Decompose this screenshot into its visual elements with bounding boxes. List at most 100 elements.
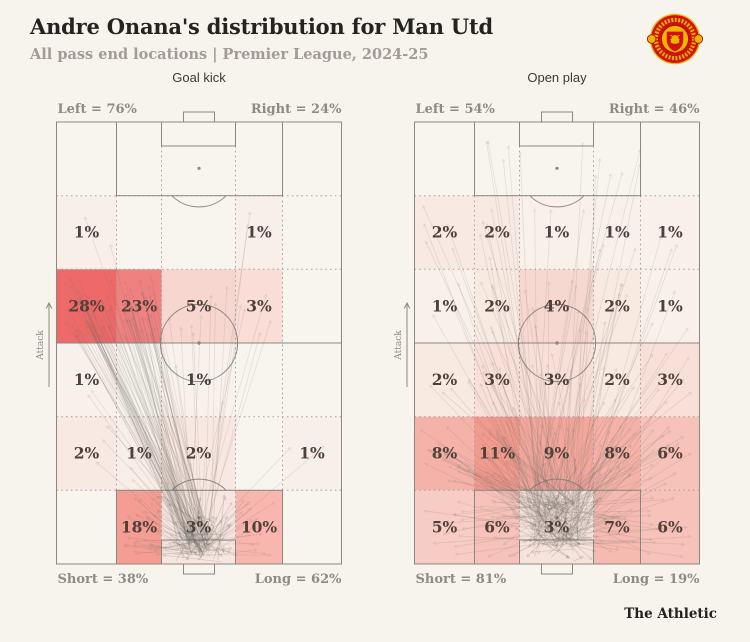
pass-arrow <box>528 171 624 509</box>
pass-arrow <box>564 466 621 537</box>
pass-arrow <box>532 532 684 559</box>
pass-arrow <box>156 509 200 545</box>
pass-arrow <box>189 324 200 545</box>
pass-arrow <box>495 429 552 504</box>
pass-arrow <box>143 510 212 539</box>
pass-arrow <box>108 325 204 555</box>
cell-value-label: 2% <box>186 444 212 463</box>
pass-arrow <box>147 317 208 555</box>
pass-arrow <box>435 514 559 526</box>
pass-arrow <box>538 372 559 538</box>
pass-arrow <box>457 282 536 505</box>
pass-arrow <box>446 426 573 547</box>
pass-arrow <box>156 495 222 537</box>
pass-arrow <box>570 542 581 548</box>
pass-arrow <box>530 513 545 531</box>
pass-arrow <box>544 482 574 506</box>
pass-arrow <box>564 517 574 552</box>
pass-arrow <box>537 444 670 516</box>
heat-cell <box>414 269 475 343</box>
pass-arrow <box>543 455 630 531</box>
heat-cell <box>161 343 236 417</box>
pass-arrow <box>106 294 190 539</box>
pass-arrow <box>529 527 549 534</box>
pass-arrow <box>556 427 569 508</box>
pass-arrow <box>488 428 580 511</box>
pass-arrow <box>542 452 627 509</box>
pass-arrow <box>124 292 212 539</box>
pass-arrow <box>108 304 203 552</box>
pass-arrow <box>536 462 545 528</box>
pass-arrow <box>182 555 190 561</box>
pass-arrow <box>565 554 570 559</box>
pass-arrow <box>481 220 572 520</box>
pass-arrow <box>162 537 213 550</box>
pass-arrow <box>541 542 558 547</box>
pass-arrow <box>508 524 565 529</box>
pass-arrow <box>207 523 230 540</box>
pass-arrow <box>206 537 255 546</box>
pass-arrow <box>75 333 194 547</box>
pass-arrow <box>490 473 566 546</box>
pass-arrow <box>527 454 576 506</box>
heat-cell <box>116 490 162 564</box>
heat-cell <box>519 490 594 564</box>
heat-cell <box>56 343 117 417</box>
pass-arrow <box>165 481 187 551</box>
pass-arrow <box>92 325 204 553</box>
pass-arrow <box>548 521 591 555</box>
pass-arrow <box>454 540 560 556</box>
cell-value-label: 2% <box>432 223 458 242</box>
cell-value-label: 6% <box>657 517 683 536</box>
pass-arrow <box>481 364 555 515</box>
pass-arrow <box>498 366 531 512</box>
pass-arrow <box>100 300 208 547</box>
goal-top <box>183 111 215 123</box>
cell-value-label: 3% <box>186 517 212 536</box>
pass-arrow <box>88 321 191 542</box>
pass-arrow <box>445 450 561 541</box>
edge-label-short: Short = 38% <box>58 572 149 587</box>
pass-arrow <box>100 326 193 548</box>
pass-arrow <box>491 329 582 538</box>
pass-arrow <box>145 316 209 550</box>
cell-value-label: 11% <box>479 444 516 463</box>
pass-arrow <box>151 497 202 552</box>
pass-arrow <box>180 529 208 542</box>
pass-arrow <box>128 287 206 539</box>
pass-arrow <box>485 140 547 524</box>
pass-arrow <box>162 553 222 563</box>
cell-value-label: 1% <box>604 223 630 242</box>
pass-arrow <box>191 533 197 539</box>
pass-arrow <box>537 243 605 513</box>
pass-arrow <box>553 449 676 510</box>
pass-arrow <box>481 432 583 511</box>
pass-arrow <box>487 516 581 558</box>
pass-arrow <box>88 301 197 557</box>
pass-arrow <box>510 456 553 538</box>
pass-arrow <box>167 541 182 546</box>
cell-value-label: 8% <box>432 444 458 463</box>
pass-arrow <box>575 443 603 528</box>
pass-arrow <box>207 511 244 546</box>
pass-arrow <box>551 501 608 521</box>
cell-value-label: 7% <box>604 517 630 536</box>
penalty-arc-top <box>171 195 227 208</box>
pass-arrow <box>560 464 654 510</box>
pass-arrow <box>432 535 546 545</box>
pass-arrow <box>132 549 211 556</box>
pass-arrow <box>488 432 578 508</box>
pass-arrow <box>130 305 207 551</box>
pass-arrow <box>87 394 202 553</box>
pass-arrow <box>102 439 206 547</box>
pass-arrow <box>481 443 532 519</box>
pass-arrow <box>490 208 554 532</box>
pass-arrow <box>578 290 676 545</box>
pass-arrow <box>534 511 572 548</box>
pass-arrow <box>183 525 199 546</box>
penalty-spot-top <box>555 166 559 170</box>
pass-arrow <box>74 334 205 558</box>
pass-arrow <box>169 502 179 549</box>
pass-arrow <box>560 482 668 538</box>
pass-arrow <box>479 482 579 534</box>
